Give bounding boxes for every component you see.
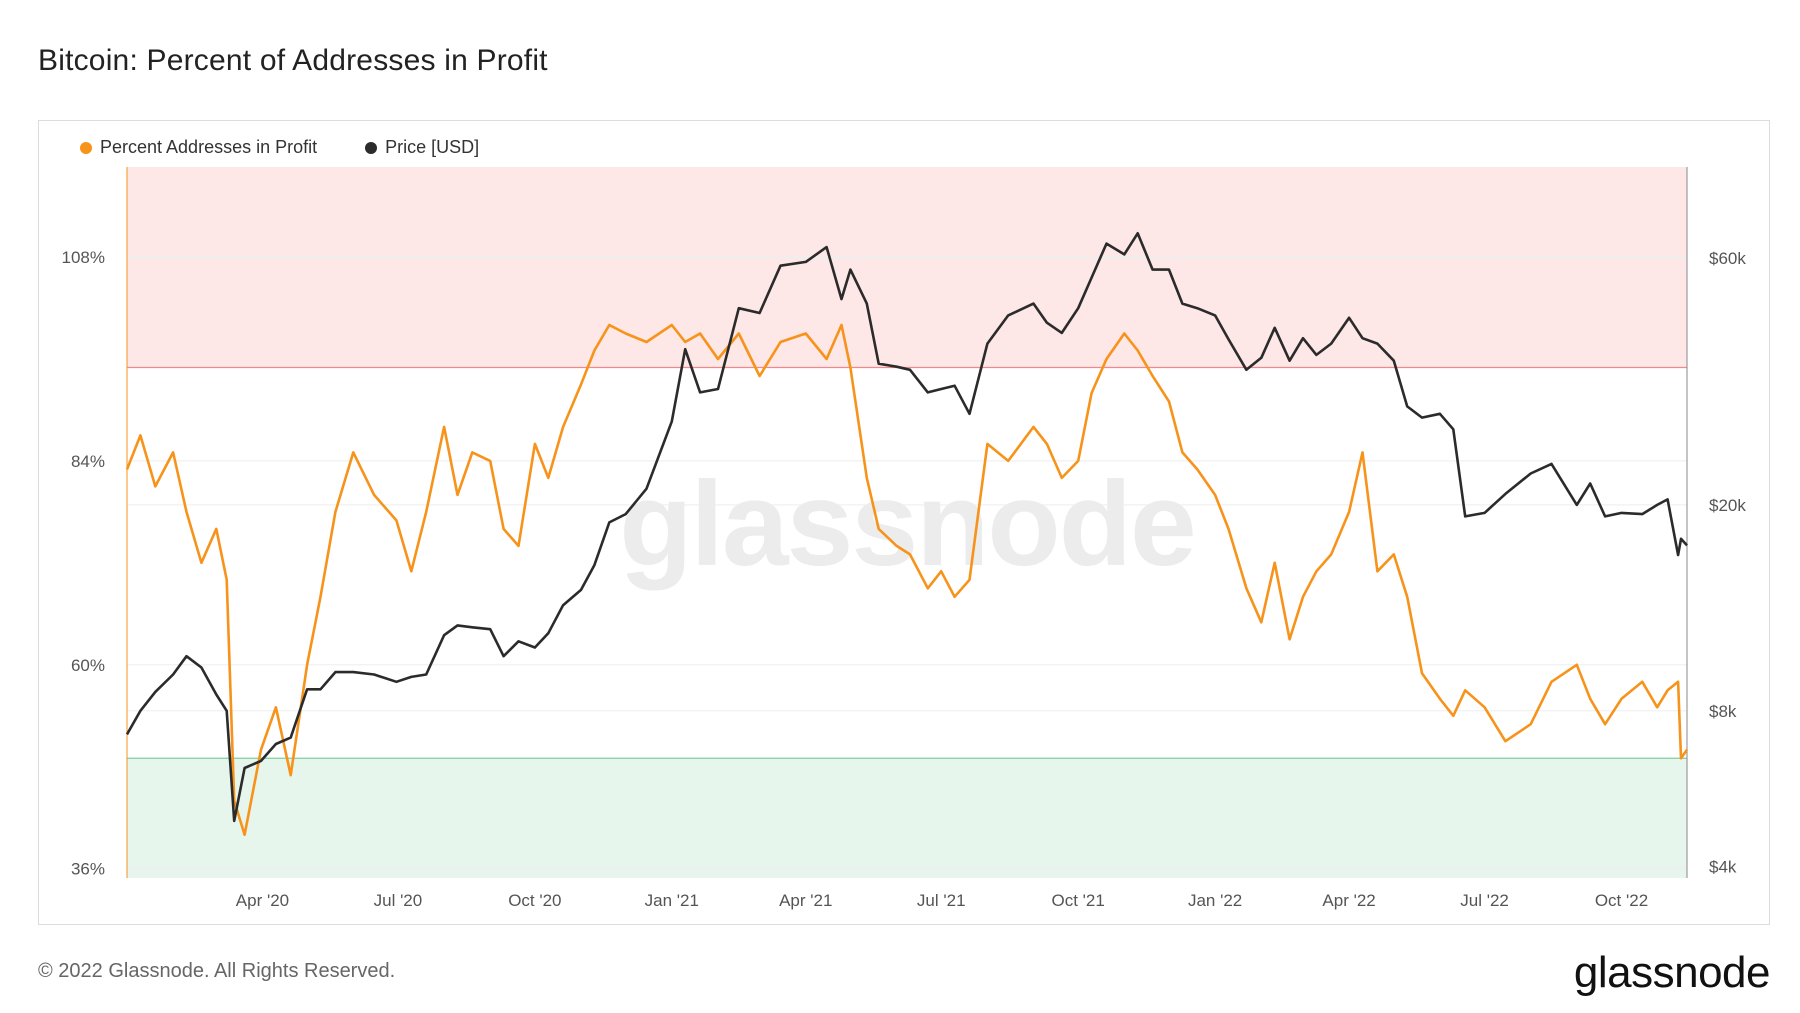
y-left-tick-label: 108% [62,248,105,267]
legend-item-profit[interactable]: Percent Addresses in Profit [80,137,317,158]
x-tick-label: Oct '22 [1595,891,1648,910]
x-tick-label: Jul '21 [917,891,966,910]
y-right-tick-label: $8k [1709,702,1737,721]
x-tick-label: Apr '20 [236,891,289,910]
legend-item-price[interactable]: Price [USD] [365,137,479,158]
y-left-tick-label: 60% [71,656,105,675]
copyright-footer: © 2022 Glassnode. All Rights Reserved. [38,960,396,982]
x-tick-label: Jul '22 [1460,891,1509,910]
chart-legend: Percent Addresses in Profit Price [USD] [80,137,479,158]
series-line-profit [125,323,1689,837]
upper-band [127,167,1687,368]
y-right-tick-label: $20k [1709,496,1746,515]
legend-dot-profit [80,141,92,154]
legend-label-profit: Percent Addresses in Profit [100,137,318,157]
x-tick-label: Oct '20 [508,891,561,910]
legend-dot-price [365,141,378,154]
lower-band [127,758,1687,878]
x-tick-label: Oct '21 [1052,891,1105,910]
series-line-price [125,232,1688,823]
x-tick-label: Jan '21 [645,891,699,910]
x-tick-label: Apr '22 [1322,891,1375,910]
y-left-tick-label: 84% [71,452,105,471]
watermark: glassnode [619,457,1195,591]
x-tick-label: Jan '22 [1188,891,1242,910]
chart-title: Bitcoin: Percent of Addresses in Profit [38,44,548,77]
brand-logo: glassnode [1573,948,1771,997]
x-tick-label: Apr '21 [779,891,832,910]
x-tick-label: Jul '20 [374,891,423,910]
y-right-tick-label: $60k [1709,249,1746,268]
legend-label-price: Price [USD] [385,137,480,157]
y-right-tick-label: $4k [1709,857,1737,876]
y-left-tick-label: 36% [71,860,105,879]
chart-frame [38,120,1770,925]
